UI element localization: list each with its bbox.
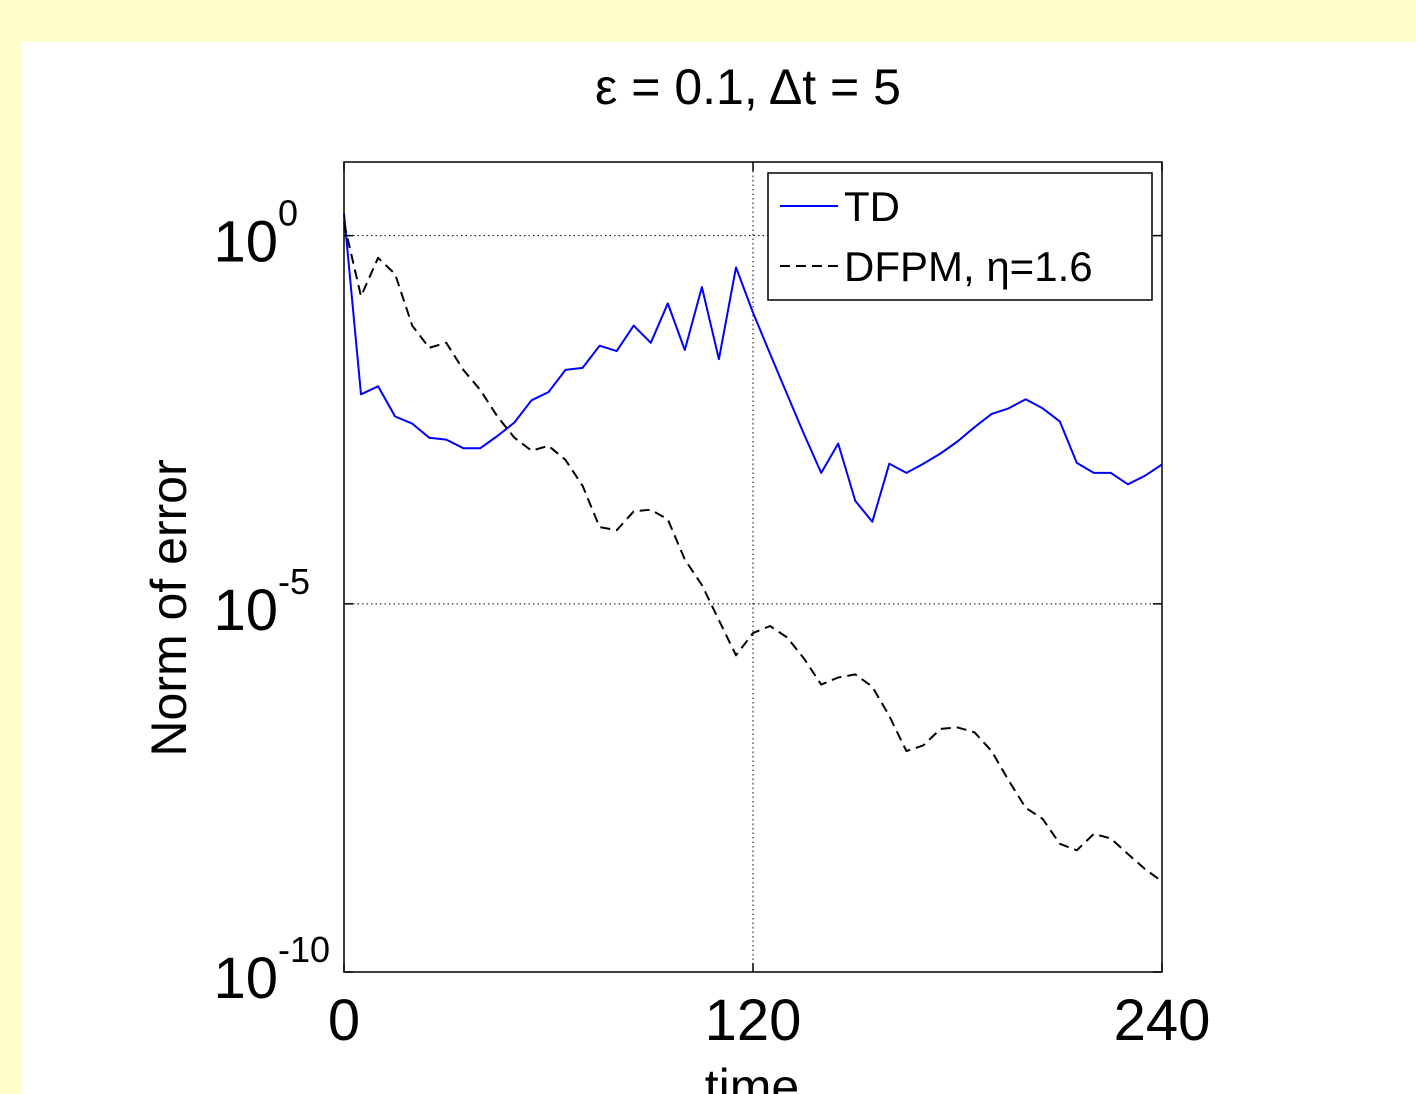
legend: TD DFPM, η=1.6	[767, 172, 1153, 301]
x-tick-label: 240	[1114, 988, 1211, 1053]
x-axis-label: time	[705, 1059, 799, 1094]
series-line-td	[343, 213, 1163, 523]
y-tick-label: 10	[213, 210, 278, 275]
chart-title: ε = 0.1, Δt = 5	[595, 59, 901, 115]
series-lines	[343, 213, 1163, 883]
grid-lines	[344, 162, 1162, 972]
y-tick-exponent: -10	[278, 929, 330, 970]
line-chart: ε = 0.1, Δt = 5 time Norm of error 0 120 2…	[141, 59, 1210, 1094]
series-line-dfpm	[343, 222, 1163, 883]
legend-box	[767, 172, 1153, 301]
x-tick-label: 0	[328, 988, 360, 1053]
x-tick-label: 120	[705, 988, 802, 1053]
y-tick-label: 10	[213, 946, 278, 1011]
legend-label-dfpm: DFPM, η=1.6	[844, 243, 1093, 290]
figure-panel: ε = 0.1, Δt = 5 time Norm of error 0 120 2…	[22, 42, 1416, 1094]
y-tick-label: 10	[213, 578, 278, 643]
y-axis-label: Norm of error	[141, 459, 197, 756]
y-tick-exponent: 0	[278, 193, 298, 234]
y-tick-exponent: -5	[278, 561, 310, 602]
legend-label-td: TD	[844, 183, 900, 230]
